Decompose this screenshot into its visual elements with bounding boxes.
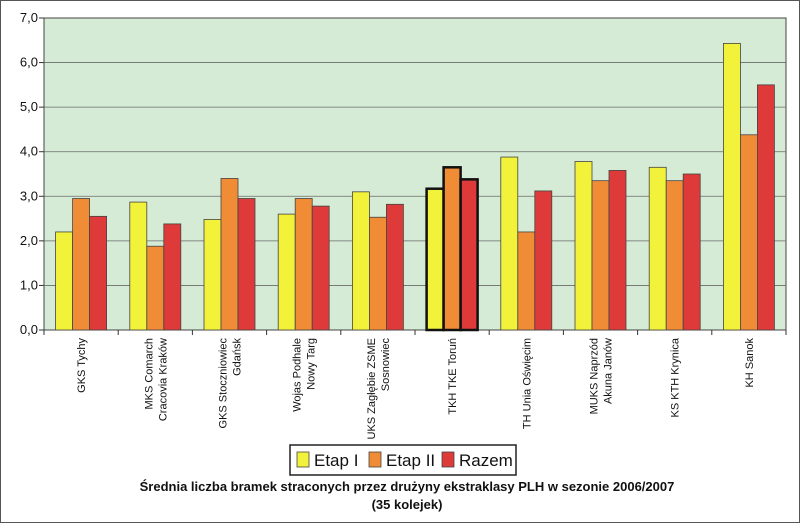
bar-razem (163, 223, 182, 331)
category-label: Cracovia Kraków (157, 338, 169, 421)
bar-etap-ii (220, 178, 239, 331)
bar-etap-i (574, 161, 593, 331)
category-label: Sosnowiec (380, 338, 392, 392)
chart-title: Średnia liczba bramek straconych przez d… (140, 479, 675, 494)
category-label: Akuna Janów (603, 338, 615, 404)
bar-etap-i (425, 187, 445, 332)
y-tick-label: 1,0 (20, 277, 38, 292)
y-tick-label: 2,0 (20, 233, 38, 248)
category-label: TH Unia Oświęcim (521, 338, 533, 429)
bar-razem (682, 173, 701, 331)
bar-etap-i (648, 166, 667, 331)
bar-razem (459, 178, 479, 332)
legend-label: Etap II (386, 451, 435, 470)
y-tick-label: 6,0 (20, 55, 38, 70)
chart-subtitle: (35 kolejek) (372, 497, 443, 512)
category-label: UKS Zagłębie ZSME (366, 338, 378, 439)
category-label: GKS Stoczniowiec (218, 338, 230, 429)
bar-etap-ii (740, 134, 758, 331)
bar-razem (237, 198, 256, 331)
bar-razem (757, 84, 775, 331)
bar-razem (311, 205, 330, 331)
bar-etap-i (500, 156, 519, 331)
bar-etap-ii (665, 180, 684, 331)
bar-etap-i (277, 213, 296, 331)
bar-etap-i (55, 231, 73, 331)
category-label: Gdańsk (232, 338, 244, 376)
bar-razem (534, 190, 553, 331)
bar-etap-i (351, 191, 370, 331)
category-label: Wojas Podhale (292, 338, 304, 412)
bar-etap-ii (591, 180, 610, 331)
bar-etap-ii (517, 231, 536, 331)
legend-label: Etap I (314, 451, 358, 470)
bar-etap-ii (442, 166, 462, 332)
legend-label: Razem (459, 451, 513, 470)
category-label: MKS Comarch (143, 338, 155, 410)
bar-etap-i (203, 219, 222, 331)
bar-razem (608, 170, 627, 331)
y-tick-label: 0,0 (20, 322, 38, 337)
bar-etap-i (129, 201, 148, 331)
y-tick-label: 5,0 (20, 99, 38, 114)
category-label: KS KTH Krynica (670, 337, 682, 417)
category-label: MUKS Naprzód (589, 338, 601, 414)
category-label: TKH TKE Toruń (447, 338, 459, 415)
category-label: Nowy Targ (306, 338, 318, 390)
legend-swatch (368, 451, 382, 468)
bar-etap-ii (294, 198, 313, 331)
y-tick-label: 4,0 (20, 144, 38, 159)
bar-etap-ii (146, 245, 165, 331)
category-label: GKS Tychy (76, 338, 88, 393)
bar-etap-i (723, 43, 741, 331)
category-label: KH Sanok (744, 338, 756, 388)
bar-etap-ii (72, 198, 90, 331)
y-tick-label: 3,0 (20, 188, 38, 203)
bar-razem (385, 203, 404, 331)
legend-box (289, 444, 517, 476)
legend-swatch (441, 451, 455, 468)
bar-etap-ii (368, 216, 387, 331)
y-tick-label: 7,0 (20, 10, 38, 25)
bar-razem (89, 215, 107, 331)
legend-swatch (296, 451, 310, 468)
